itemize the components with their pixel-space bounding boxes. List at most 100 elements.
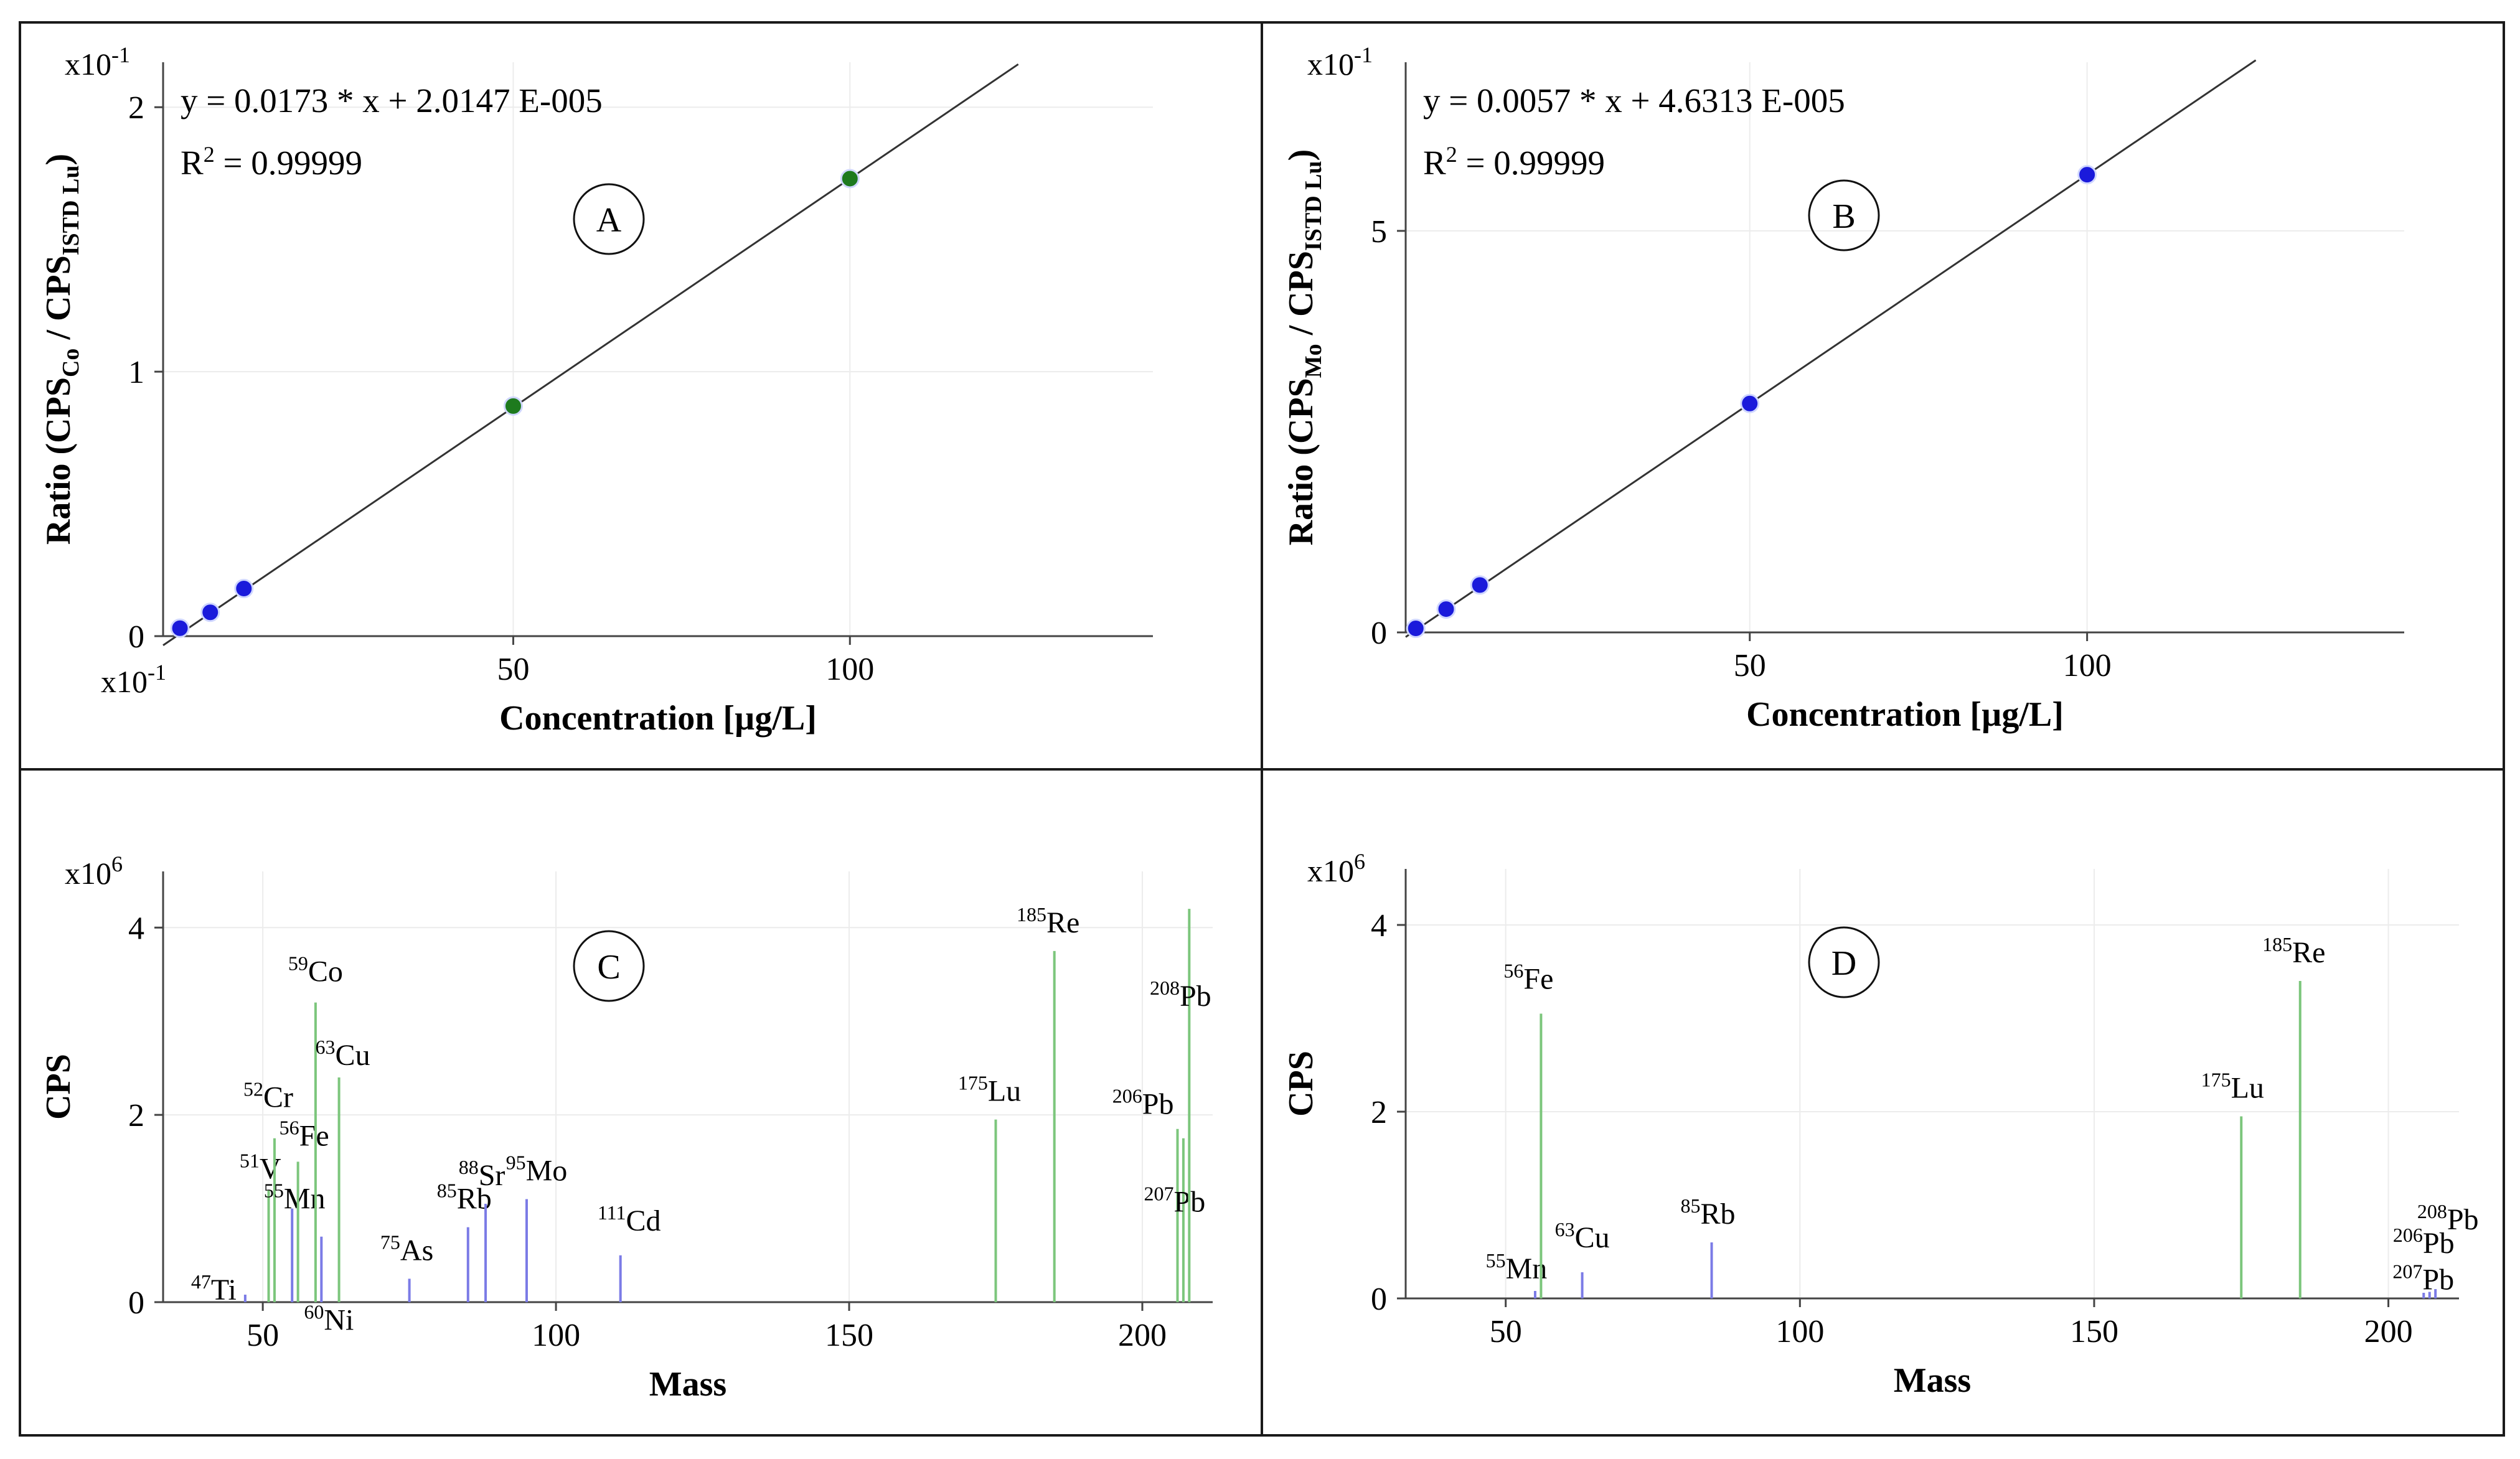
peak-label-isotope: 88 [459,1156,479,1178]
peak-label-element: Cd [626,1204,661,1237]
peak-label: 175Lu [958,1072,1021,1108]
peak-label-element: As [400,1234,433,1267]
peak-label-isotope: 175 [958,1072,988,1094]
peak-label-isotope: 185 [1017,903,1046,926]
x-multiplier-exponent: -1 [148,660,166,685]
peak-label: 60Ni [304,1301,354,1337]
peak-label: 55Mn [264,1180,326,1216]
x-axis-label: Concentration [µg/L] [499,699,817,738]
peak-label: 185Re [2262,933,2325,969]
r-squared-value: = 0.99999 [1457,144,1605,182]
peak-label-element: Mn [284,1183,326,1216]
peak-label-isotope: 55 [1486,1249,1506,1272]
fit-line [1405,59,2257,638]
x-tick-label: 50 [497,652,529,687]
y-axis-label: CPS [39,1054,78,1120]
peak-label: 85Rb [1681,1194,1736,1231]
y-label-text: / CPS [39,255,78,348]
peak-label-isotope: 185 [2262,933,2292,955]
peak-label-isotope: 206 [2393,1224,2423,1246]
panel-label-circle [1808,926,1880,998]
peak-label-isotope: 51 [240,1149,260,1171]
peak-label: 207Pb [2392,1260,2454,1297]
data-point [2077,165,2097,185]
y-multiplier: x10-1 [65,42,130,82]
data-point [1470,575,1490,595]
peak-label-isotope: 60 [304,1301,324,1323]
x-tick-label: 150 [2070,1314,2118,1349]
peak-label: 63Cu [316,1036,370,1072]
x-tick-label: 100 [2063,648,2112,683]
panel-label: C [597,948,620,987]
y-label-text: Ratio (CPS [1282,378,1320,545]
peak-label-element: Pb [2423,1227,2455,1260]
y-label-text: ) [39,154,78,166]
y-multiplier: x106 [1307,849,1365,888]
y-multiplier: x10-1 [1307,42,1373,82]
data-point [503,396,523,416]
data-point [200,603,220,622]
regression-equation: y = 0.0173 * x + 2.0147 E-005 [181,82,603,120]
y-axis-label: CPS [1282,1051,1320,1117]
x-tick-label: 150 [825,1318,873,1353]
peak-label-isotope: 206 [1112,1085,1142,1107]
peak-label-isotope: 63 [316,1036,336,1058]
peak-label-isotope: 55 [264,1180,284,1202]
peak-label-element: Ni [324,1304,354,1337]
peak-label-element: V [260,1152,281,1185]
peak-label-isotope: 59 [288,952,308,975]
y-label-subscript: ISTD Lu [58,166,84,256]
peak-label: 207Pb [1144,1183,1206,1219]
y-label-subscript: ISTD Lu [1300,161,1327,251]
peak-label: 206Pb [2393,1224,2455,1260]
peak-label-element: Cu [336,1039,370,1072]
peak-label-element: Fe [299,1119,329,1152]
peak-label-isotope: 175 [2201,1069,2231,1091]
peak-label-element: Co [308,955,343,988]
y-label-text: / CPS [1282,251,1320,344]
y-tick-label: 2 [128,90,144,126]
peak-label-element: Lu [2231,1072,2264,1105]
peak-label-element: Fe [1523,963,1553,996]
x-axis-label: Mass [1894,1361,1971,1400]
peak-label-element: Cr [263,1081,293,1114]
peak-label-isotope: 111 [598,1201,626,1224]
peak-label-isotope: 47 [191,1270,211,1293]
peak-label-isotope: 208 [2417,1200,2447,1222]
peak-label-element: Pb [2447,1203,2479,1236]
peak-label-isotope: 75 [380,1231,400,1253]
peak-label: 51V [240,1149,281,1185]
y-multiplier-exponent: 6 [1354,849,1365,874]
r-squared-exponent: 2 [204,142,215,167]
panel-label: A [596,201,622,240]
peak-label-element: Pb [1180,980,1211,1013]
peak-label-element: Lu [988,1075,1021,1108]
peak-label: 175Lu [2201,1069,2264,1105]
r-squared-exponent: 2 [1446,142,1457,167]
x-multiplier: x10-1 [101,660,166,699]
x-tick-label: 200 [1118,1318,1167,1353]
panel-label-circle [573,930,645,1002]
panel-label: D [1831,944,1856,983]
peak-label-element: Mo [526,1155,568,1188]
y-tick-label: 2 [1371,1095,1387,1130]
peak-label-isotope: 95 [506,1152,526,1174]
regression-equation: y = 0.0057 * x + 4.6313 E-005 [1423,82,1845,120]
fit-line [162,63,1019,646]
y-label-subscript: Mo [1300,344,1327,378]
data-point [840,169,860,189]
x-tick-label: 50 [1734,648,1766,683]
y-label-text: Ratio (CPS [39,377,78,545]
x-axis-label: Concentration [µg/L] [1746,695,2064,734]
peak-label-isotope: 56 [1503,960,1523,982]
peak-label: 55Mn [1486,1249,1548,1285]
peak-label-element: Sr [479,1159,505,1192]
peak-label-isotope: 85 [437,1180,457,1202]
peak-label: 47Ti [191,1270,237,1307]
peak-label-isotope: 85 [1681,1194,1701,1217]
peak-label-isotope: 63 [1555,1218,1575,1241]
y-multiplier-exponent: 6 [111,851,123,876]
x-axis-label: Mass [649,1365,726,1404]
r-squared: R2 = 0.99999 [1423,142,1605,182]
peak-label: 208Pb [2417,1200,2479,1236]
